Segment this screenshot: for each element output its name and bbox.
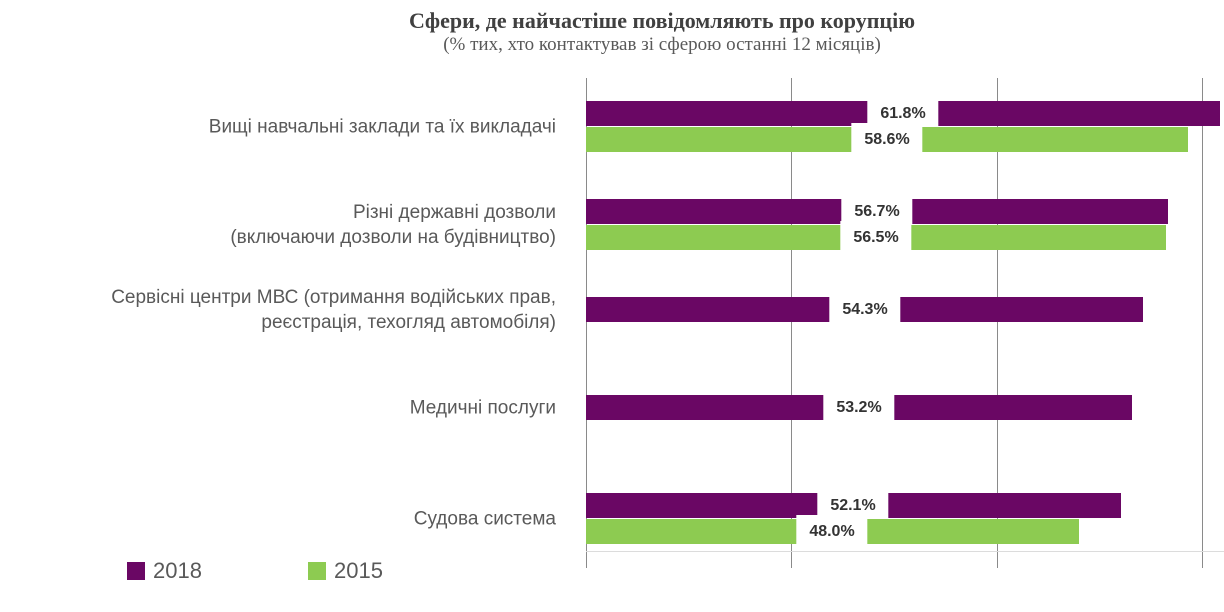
bar-value-label: 53.2% [823, 391, 895, 424]
legend-item-2018: 2018 [127, 560, 202, 582]
category-label-row3: Сервісні центри МВС (отримання водійськи… [111, 286, 556, 333]
bar-value-label: 48.0% [796, 515, 868, 548]
legend-swatch-2015 [308, 562, 326, 580]
x-axis-line [586, 551, 1224, 552]
legend-item-2015: 2015 [308, 560, 383, 582]
legend-swatch-2018 [127, 562, 145, 580]
bar-value-label: 54.3% [829, 293, 901, 326]
chart-title: Сфери, де найчастіше повідомляють про ко… [409, 8, 915, 33]
category-label-row1: Вищі навчальні заклади та їх викладачі [208, 116, 556, 137]
axis-tick [791, 551, 792, 568]
legend-label-2015: 2015 [334, 558, 383, 583]
legend-label-2018: 2018 [153, 558, 202, 583]
bar-value-label: 56.5% [840, 221, 912, 254]
bar-value-label: 58.6% [851, 123, 923, 156]
axis-tick [997, 551, 998, 568]
axis-tick [1202, 551, 1203, 568]
plot-area: 61.8% 58.6% 56.7% 56.5% 54.3% 53.2% 52.1% 48.0% [586, 78, 1224, 568]
chart-subtitle: (% тих, хто контактував зі сферою останн… [443, 34, 881, 55]
axis-tick [586, 551, 587, 568]
gridline [1202, 78, 1203, 551]
category-label-row2: Різні державні дозволи (включаючи дозволи… [230, 201, 556, 248]
category-label-row4: Медичні послуги [409, 397, 556, 418]
category-label-row5: Судова система [413, 508, 556, 529]
